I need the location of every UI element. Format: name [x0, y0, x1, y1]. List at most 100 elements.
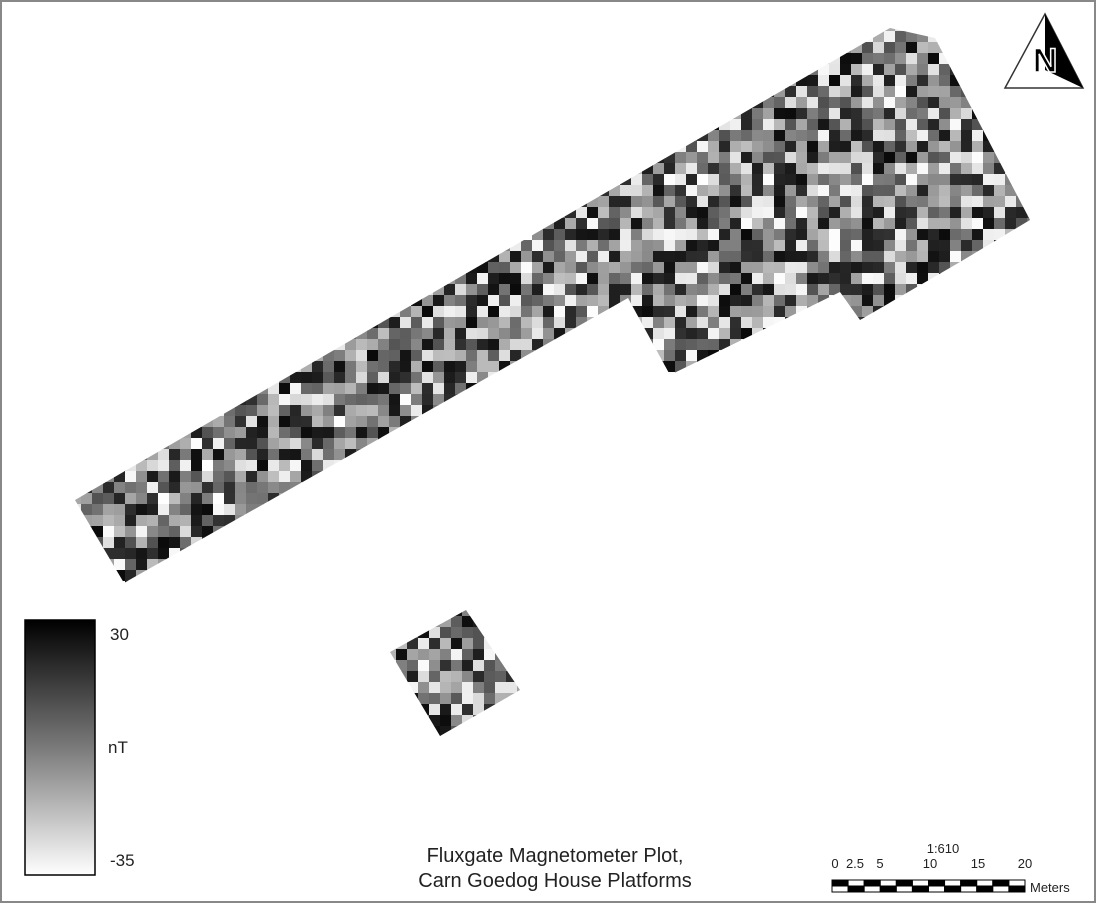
magnetometer-cell — [796, 229, 808, 241]
magnetometer-cell — [785, 273, 797, 285]
magnetometer-cell — [972, 218, 984, 230]
magnetometer-cell — [851, 152, 863, 164]
magnetometer-cell — [429, 704, 441, 716]
magnetometer-cell — [906, 97, 918, 109]
magnetometer-cell — [917, 196, 929, 208]
magnetometer-cell — [543, 306, 555, 318]
magnetometer-cell — [631, 295, 643, 307]
magnetometer-cell — [235, 427, 247, 439]
magnetometer-cell — [840, 185, 852, 197]
magnetometer-cell — [917, 53, 929, 65]
magnetometer-cell — [939, 174, 951, 186]
magnetometer-cell — [763, 251, 775, 263]
magnetometer-cell — [763, 306, 775, 318]
magnetometer-cell — [862, 130, 874, 142]
magnetometer-cell — [323, 427, 335, 439]
magnetometer-cell — [191, 493, 203, 505]
magnetometer-cell — [928, 152, 940, 164]
magnetometer-cell — [532, 273, 544, 285]
magnetometer-cell — [477, 350, 489, 362]
magnetometer-cell — [345, 416, 357, 428]
magnetometer-cell — [884, 108, 896, 120]
magnetometer-cell — [451, 616, 463, 628]
magnetometer-cell — [741, 251, 753, 263]
magnetometer-cell — [730, 152, 742, 164]
magnetometer-cell — [488, 350, 500, 362]
magnetometer-cell — [440, 671, 452, 683]
magnetometer-cell — [290, 405, 302, 417]
magnetometer-cell — [730, 295, 742, 307]
magnetometer-cell — [686, 350, 698, 362]
magnetometer-cell — [697, 141, 709, 153]
magnetometer-cell — [829, 229, 841, 241]
magnetometer-cell — [917, 174, 929, 186]
magnetometer-cell — [697, 196, 709, 208]
magnetometer-cell — [862, 86, 874, 98]
magnetometer-cell — [785, 240, 797, 252]
magnetometer-cell — [895, 284, 907, 296]
magnetometer-cell — [290, 427, 302, 439]
magnetometer-cell — [697, 317, 709, 329]
magnetometer-cell — [939, 207, 951, 219]
magnetometer-cell — [451, 682, 463, 694]
magnetometer-cell — [422, 317, 434, 329]
magnetometer-cell — [642, 229, 654, 241]
magnetometer-cell — [708, 185, 720, 197]
magnetometer-cell — [521, 251, 533, 263]
magnetometer-cell — [114, 515, 126, 527]
magnetometer-cell — [862, 152, 874, 164]
magnetometer-cell — [983, 174, 995, 186]
magnetometer-cell — [367, 427, 379, 439]
magnetometer-cell — [752, 185, 764, 197]
magnetometer-cell — [675, 284, 687, 296]
magnetometer-cell — [741, 163, 753, 175]
magnetometer-cell — [642, 317, 654, 329]
scale-ratio: 1:610 — [927, 841, 960, 856]
magnetometer-cell — [873, 97, 885, 109]
magnetometer-cell — [796, 207, 808, 219]
scale-label: 0 — [831, 856, 838, 871]
magnetometer-cell — [323, 394, 335, 406]
magnetometer-cell — [895, 119, 907, 131]
magnetometer-cell — [488, 262, 500, 274]
magnetometer-cell — [895, 251, 907, 263]
magnetometer-cell — [675, 185, 687, 197]
magnetometer-cell — [939, 97, 951, 109]
magnetometer-cell — [125, 504, 137, 516]
magnetometer-cell — [675, 240, 687, 252]
magnetometer-cell — [279, 471, 291, 483]
magnetometer-cell — [895, 152, 907, 164]
magnetometer-cell — [752, 163, 764, 175]
magnetometer-cell — [103, 482, 115, 494]
magnetometer-cell — [433, 361, 445, 373]
magnetometer-cell — [411, 394, 423, 406]
magnetometer-cell — [268, 405, 280, 417]
magnetometer-cell — [312, 383, 324, 395]
magnetometer-cell — [961, 185, 973, 197]
magnetometer-cell — [873, 53, 885, 65]
magnetometer-cell — [961, 207, 973, 219]
magnetometer-cell — [499, 273, 511, 285]
magnetometer-cell — [829, 64, 841, 76]
magnetometer-cell — [851, 174, 863, 186]
magnetometer-cell — [323, 383, 335, 395]
magnetometer-cell — [466, 295, 478, 307]
magnetometer-cell — [829, 196, 841, 208]
magnetometer-cell — [763, 273, 775, 285]
magnetometer-cell — [484, 693, 496, 705]
magnetometer-cell — [884, 141, 896, 153]
magnetometer-cell — [455, 328, 467, 340]
magnetometer-cell — [895, 64, 907, 76]
magnetometer-cell — [598, 273, 610, 285]
magnetometer-cell — [433, 383, 445, 395]
magnetometer-cell — [840, 163, 852, 175]
magnetometer-cell — [774, 273, 786, 285]
magnetometer-cell — [906, 64, 918, 76]
magnetometer-cell — [565, 306, 577, 318]
magnetometer-cell — [807, 262, 819, 274]
magnetometer-cell — [719, 130, 731, 142]
magnetometer-cell — [730, 273, 742, 285]
magnetometer-cell — [642, 218, 654, 230]
magnetometer-cell — [840, 119, 852, 131]
magnetometer-cell — [389, 339, 401, 351]
